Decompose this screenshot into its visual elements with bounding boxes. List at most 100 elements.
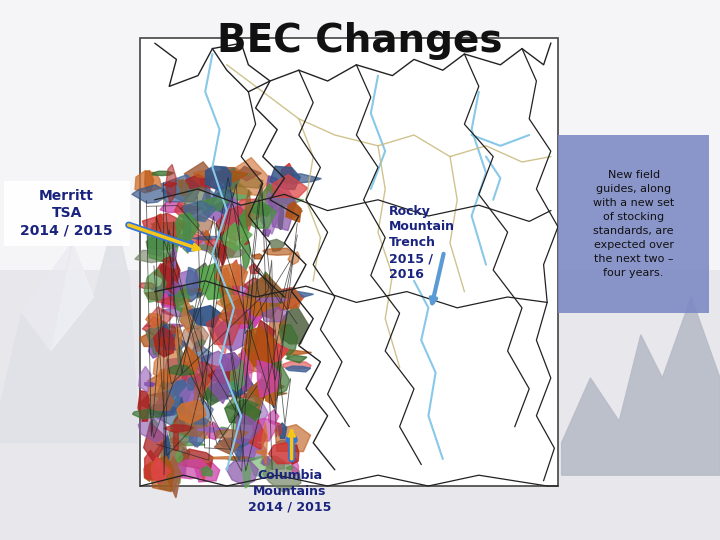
Polygon shape [188,377,194,390]
Polygon shape [252,418,279,441]
Polygon shape [268,410,279,424]
Polygon shape [173,270,204,288]
Polygon shape [269,182,296,231]
Polygon shape [161,175,201,202]
Polygon shape [252,254,263,259]
Polygon shape [153,346,184,382]
Polygon shape [186,267,199,296]
Polygon shape [204,231,210,245]
Polygon shape [161,461,177,467]
Polygon shape [262,457,271,465]
Polygon shape [176,451,183,462]
Polygon shape [220,427,228,435]
Polygon shape [171,360,202,409]
Polygon shape [147,404,177,417]
Polygon shape [242,274,285,318]
Polygon shape [233,176,263,188]
Polygon shape [215,372,229,399]
Polygon shape [279,325,297,358]
Polygon shape [276,441,291,444]
Polygon shape [241,441,266,461]
Polygon shape [228,309,245,322]
Polygon shape [145,382,155,386]
Polygon shape [212,318,230,354]
Polygon shape [170,460,210,479]
Polygon shape [138,413,168,442]
Polygon shape [249,204,274,217]
Polygon shape [192,237,223,240]
Polygon shape [132,409,166,418]
Polygon shape [275,424,310,451]
Polygon shape [189,245,218,249]
Polygon shape [233,206,249,227]
Polygon shape [256,450,266,454]
Polygon shape [261,456,285,469]
Polygon shape [160,252,180,294]
Polygon shape [217,173,251,177]
Polygon shape [185,230,191,233]
Polygon shape [252,184,295,212]
Polygon shape [287,467,293,470]
Polygon shape [206,422,221,440]
Polygon shape [186,399,213,424]
Polygon shape [206,241,238,256]
Polygon shape [144,464,153,481]
Polygon shape [261,307,289,322]
Polygon shape [170,404,199,437]
Polygon shape [180,206,202,210]
Polygon shape [211,384,227,400]
Bar [140,38,558,486]
Polygon shape [197,428,228,432]
Polygon shape [164,358,190,388]
Polygon shape [158,383,163,411]
Polygon shape [158,369,171,383]
Polygon shape [161,305,179,308]
Polygon shape [269,239,285,252]
Polygon shape [139,283,154,288]
Polygon shape [145,171,153,191]
Polygon shape [139,392,174,411]
Polygon shape [238,345,279,373]
Polygon shape [184,187,213,221]
Polygon shape [215,263,248,285]
Polygon shape [166,456,181,498]
Polygon shape [217,389,228,397]
Polygon shape [216,295,251,308]
Polygon shape [221,267,229,286]
Text: Rocky
Mountain
Trench
2015 /
2016: Rocky Mountain Trench 2015 / 2016 [389,205,455,281]
Polygon shape [246,190,251,226]
Polygon shape [206,176,210,206]
Bar [0,0,720,270]
Polygon shape [194,198,228,211]
Polygon shape [185,174,210,191]
Polygon shape [230,361,244,391]
Polygon shape [278,204,284,230]
Polygon shape [139,366,151,393]
Polygon shape [162,257,175,262]
Polygon shape [271,292,314,298]
Polygon shape [156,214,162,230]
Polygon shape [195,462,220,482]
Polygon shape [292,458,299,477]
Polygon shape [163,182,177,187]
Polygon shape [219,232,226,266]
Polygon shape [217,183,252,201]
Polygon shape [169,424,195,445]
Polygon shape [233,260,240,299]
Polygon shape [172,414,211,436]
Polygon shape [235,199,263,222]
Polygon shape [184,162,212,188]
Polygon shape [266,288,305,310]
Polygon shape [156,331,180,334]
Polygon shape [178,345,182,367]
Polygon shape [262,422,267,465]
Polygon shape [145,291,184,300]
Polygon shape [200,177,224,188]
Polygon shape [256,355,282,379]
Polygon shape [278,423,287,438]
Polygon shape [287,205,294,211]
Polygon shape [236,301,283,306]
Polygon shape [273,174,307,198]
Polygon shape [204,383,224,406]
Polygon shape [276,423,282,436]
